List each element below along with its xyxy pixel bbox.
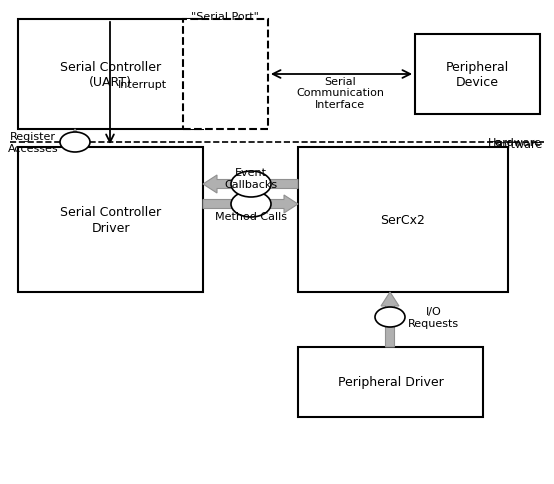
Bar	[183, 20, 268, 130]
Text: Serial Controller
(UART): Serial Controller (UART)	[60, 61, 161, 89]
Text: Peripheral
Device: Peripheral Device	[446, 61, 509, 89]
Bar	[18, 148, 203, 292]
Text: Peripheral Driver: Peripheral Driver	[337, 376, 443, 389]
Text: Event
Callbacks: Event Callbacks	[224, 167, 278, 189]
Ellipse shape	[231, 172, 271, 197]
Bar	[298, 148, 508, 292]
FancyArrow shape	[381, 292, 399, 348]
Text: Interrupt: Interrupt	[118, 80, 167, 90]
Text: SerCx2: SerCx2	[381, 213, 425, 227]
Ellipse shape	[60, 133, 90, 152]
Text: Register
Accesses: Register Accesses	[8, 132, 59, 153]
FancyArrow shape	[203, 196, 298, 213]
Text: Software: Software	[493, 140, 542, 150]
Bar	[18, 20, 203, 130]
FancyArrow shape	[66, 130, 84, 148]
Text: Serial
Communication
Interface: Serial Communication Interface	[296, 76, 384, 110]
Text: Method Calls: Method Calls	[215, 212, 287, 222]
FancyArrow shape	[203, 176, 298, 194]
Ellipse shape	[231, 192, 271, 217]
Text: I/O
Requests: I/O Requests	[408, 306, 459, 328]
Ellipse shape	[375, 307, 405, 327]
Bar	[415, 35, 540, 115]
Text: "Serial Port": "Serial Port"	[191, 12, 259, 22]
Bar	[298, 348, 483, 417]
Text: Hardware: Hardware	[488, 138, 542, 148]
Text: Serial Controller
Driver: Serial Controller Driver	[60, 206, 161, 234]
